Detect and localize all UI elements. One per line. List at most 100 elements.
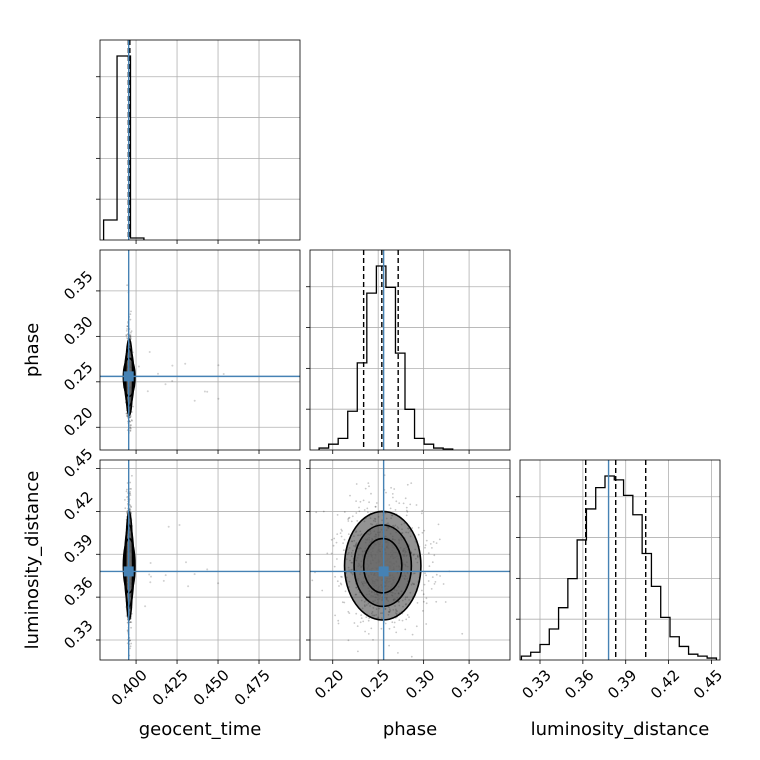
panel-grid	[100, 40, 300, 240]
sample-point	[415, 504, 418, 506]
sample-point	[425, 574, 427, 577]
sample-point	[406, 614, 409, 616]
sample-point	[404, 628, 407, 631]
sample-point	[439, 575, 441, 577]
sample-point	[130, 331, 132, 334]
sample-point	[434, 581, 437, 583]
sample-point	[339, 582, 342, 585]
sample-point	[417, 526, 420, 529]
x-axis-label-geocent_time: geocent_time	[139, 719, 262, 740]
sample-point	[362, 620, 365, 623]
sample-point	[343, 538, 346, 541]
sample-point	[129, 427, 131, 430]
sample-point	[129, 318, 132, 321]
sample-point	[374, 505, 377, 508]
sample-point	[427, 552, 430, 554]
panel-grid	[310, 250, 510, 450]
sample-point	[335, 541, 338, 544]
sample-point	[330, 538, 333, 541]
x-tick-label: 0.475	[231, 666, 274, 709]
histogram-phase	[318, 265, 454, 450]
sample-point	[126, 337, 128, 339]
sample-point	[431, 561, 434, 564]
sample-point	[406, 483, 409, 486]
sample-point	[332, 544, 335, 547]
sample-point	[391, 493, 394, 495]
sample-point	[162, 579, 165, 582]
sample-point	[129, 416, 132, 419]
x-tick-label: 0.20	[311, 666, 347, 702]
sample-point	[340, 528, 343, 531]
sample-point	[184, 362, 187, 365]
sample-point	[423, 529, 426, 532]
sample-point	[129, 639, 131, 642]
sample-point	[388, 504, 391, 506]
sample-point	[126, 284, 128, 287]
sample-point	[193, 399, 196, 402]
sample-point	[222, 373, 225, 375]
sample-point	[362, 499, 365, 502]
sample-point	[137, 365, 140, 368]
sample-point	[435, 573, 438, 576]
sample-point	[129, 429, 132, 432]
sample-point	[129, 645, 132, 648]
sample-point	[131, 474, 133, 477]
x-tick-label: 0.45	[690, 666, 726, 702]
panel-grid	[100, 460, 300, 660]
sample-point	[347, 639, 350, 642]
sample-point	[130, 621, 133, 624]
sample-point	[126, 415, 128, 418]
sample-point	[370, 627, 373, 630]
y-tick-label: 0.42	[60, 488, 96, 524]
sample-point	[149, 562, 152, 564]
sample-point	[333, 565, 336, 568]
sample-point	[336, 514, 339, 516]
sample-point	[388, 627, 391, 630]
x-tick-label: 0.42	[647, 666, 683, 702]
y-tick-label: 0.33	[60, 616, 96, 652]
sample-point	[421, 531, 424, 534]
sample-point	[340, 535, 343, 538]
sample-point	[368, 485, 370, 488]
sample-point	[437, 523, 440, 526]
sample-point	[130, 427, 132, 430]
sample-point	[203, 390, 206, 393]
sample-point	[431, 547, 433, 549]
sample-point	[334, 614, 336, 617]
sample-point	[367, 633, 370, 635]
sample-point	[392, 496, 394, 499]
sample-point	[125, 334, 128, 337]
sample-point	[411, 527, 414, 529]
sample-point	[126, 488, 128, 491]
sample-point	[144, 605, 147, 608]
sample-point	[336, 580, 339, 583]
sample-point	[423, 583, 426, 586]
sample-point	[326, 552, 329, 555]
sample-point	[409, 503, 412, 506]
sample-point	[321, 589, 324, 592]
sample-point	[167, 525, 170, 528]
sample-point	[130, 505, 132, 508]
sample-point	[372, 639, 374, 641]
sample-point	[341, 576, 343, 578]
sample-point	[444, 601, 447, 603]
sample-point	[129, 481, 132, 484]
scatter-geocent_time-phase	[100, 250, 300, 450]
sample-point	[405, 509, 408, 512]
sample-point	[217, 582, 220, 585]
sample-point	[164, 574, 167, 577]
sample-point	[344, 590, 347, 593]
sample-point	[330, 552, 333, 555]
sample-point	[125, 615, 128, 617]
sample-point	[394, 509, 397, 511]
truth-marker	[378, 566, 389, 577]
sample-point	[367, 482, 370, 484]
sample-point	[428, 565, 431, 567]
sample-point	[129, 313, 132, 316]
sample-point	[322, 510, 325, 513]
sample-point	[129, 334, 132, 336]
sample-point	[129, 491, 132, 493]
scatter-phase-luminosity_distance	[310, 460, 510, 660]
sample-point	[334, 575, 336, 578]
sample-point	[368, 501, 370, 504]
